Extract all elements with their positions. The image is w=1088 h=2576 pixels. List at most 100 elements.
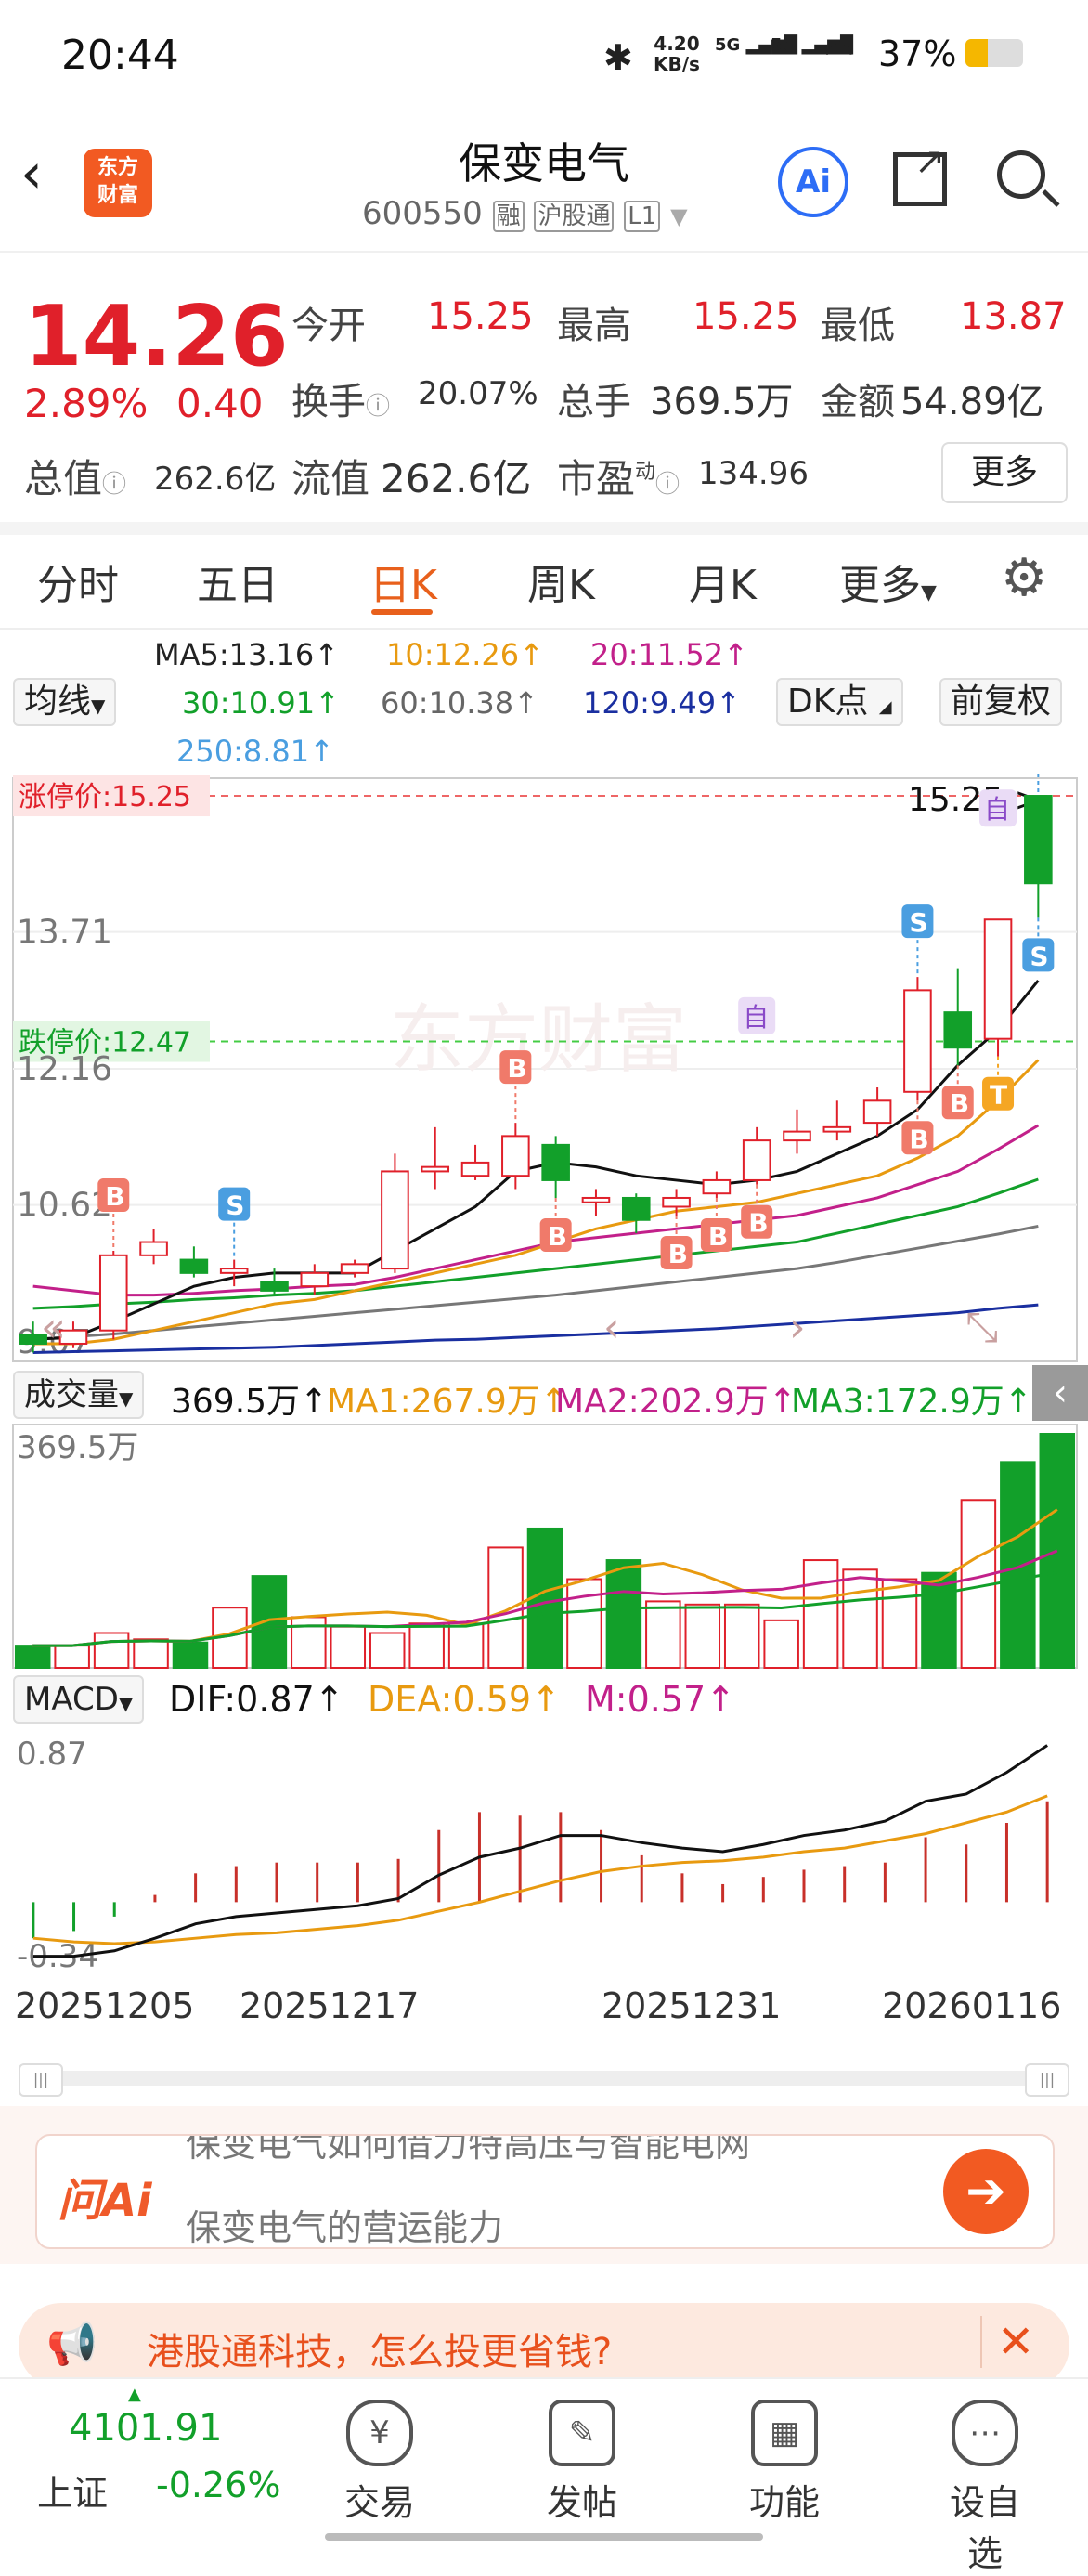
volume-bar: [566, 1578, 602, 1669]
turnover-value: 20.07%: [418, 375, 538, 412]
range-left-handle[interactable]: |||: [19, 2063, 63, 2097]
back-icon[interactable]: ‹: [20, 141, 43, 206]
low-value: 13.87: [960, 295, 1067, 338]
range-right-handle[interactable]: |||: [1025, 2063, 1069, 2097]
tab-intraday[interactable]: 分时: [37, 562, 119, 609]
volume-bar: [645, 1600, 681, 1669]
signal-marker-b: [539, 1217, 572, 1252]
volume-bar: [330, 1625, 367, 1670]
signal-marker-s: [1022, 938, 1055, 972]
ai-question-box[interactable]: 问Ai 保变电气如何借力特高压与智能电网 保变电气的营运能力 ➔: [35, 2134, 1055, 2249]
more-dots-icon: ⋯: [952, 2400, 1018, 2466]
candle-body: [19, 1334, 47, 1345]
candle-body: [983, 918, 1013, 1040]
signal-marker-text: T: [990, 1080, 1007, 1111]
more-quote-button[interactable]: 更多: [941, 442, 1068, 503]
promo-banner[interactable]: 📢 港股通科技，怎么投更省钱? ✕: [19, 2303, 1069, 2388]
volume-bar: [408, 1622, 445, 1669]
signal-marker-b: [741, 1204, 773, 1239]
limit-down-label: 跌停价:12.47: [19, 1027, 191, 1060]
candle-body: [460, 1161, 490, 1177]
volume-bar: [487, 1546, 524, 1669]
search-icon[interactable]: [997, 150, 1060, 208]
signal-marker-text: B: [708, 1221, 728, 1252]
volume-bar: [802, 1559, 839, 1669]
nav-add-watchlist[interactable]: ⋯ 设自选: [934, 2400, 1036, 2576]
macd-top-label: 0.87: [17, 1736, 87, 1773]
volume-ma1-label: MA1:267.9万↑: [327, 1383, 568, 1421]
volume-selector[interactable]: 成交量▼: [13, 1371, 145, 1419]
tab-weekly-k[interactable]: 周K: [527, 562, 595, 609]
pe-label[interactable]: 市盈动ⓘ: [557, 456, 680, 501]
stock-code-row[interactable]: 600550 融 沪股通 L1 ▼: [362, 195, 688, 232]
candle-body: [58, 1329, 88, 1345]
nav-functions[interactable]: ▦ 功能: [733, 2400, 835, 2525]
candle-body: [903, 989, 932, 1093]
ai-suggestion-1[interactable]: 保变电气如何借力特高压与智能电网: [186, 2136, 751, 2165]
chevron-down-icon: ▼: [670, 203, 688, 229]
signal-marker-text: B: [548, 1221, 567, 1252]
signal-marker-s: [901, 904, 934, 939]
volume-ma2-label: MA2:202.9万↑: [555, 1383, 797, 1421]
market-cap-label[interactable]: 总值ⓘ: [24, 456, 127, 501]
candle-body: [1024, 795, 1053, 885]
tab-daily-k[interactable]: 日K: [369, 562, 437, 609]
index-change[interactable]: -0.26%: [156, 2465, 281, 2505]
volume-bar: [605, 1559, 642, 1669]
index-name[interactable]: 上证: [37, 2473, 109, 2514]
index-caret-icon: ▲: [128, 2385, 141, 2404]
high-label: 最高: [557, 305, 631, 347]
limit-down-badge: [13, 1021, 210, 1062]
indicator-selector[interactable]: 均线▼: [13, 678, 117, 726]
tab-monthly-k[interactable]: 月K: [689, 562, 757, 609]
volume-ma3-label: MA3:172.9万↑: [791, 1383, 1032, 1421]
signal-icon-1: 5G ▂▄▆█: [715, 35, 797, 55]
macd-selector[interactable]: MACD▼: [13, 1675, 145, 1724]
open-label: 今开: [291, 305, 366, 347]
signal-marker-s: [218, 1187, 251, 1221]
share-icon[interactable]: ↗: [893, 140, 947, 206]
limit-up-label: 涨停价:15.25: [19, 781, 191, 813]
signal-marker-text: B: [748, 1208, 768, 1239]
date-label-1: 20251205: [15, 1985, 195, 2026]
network-speed: 4.20 KB/s: [654, 33, 700, 75]
self-select-badge: [979, 789, 1017, 827]
signal-marker-b: [660, 1236, 693, 1269]
ai-assistant-icon[interactable]: Ai: [778, 147, 848, 217]
eastmoney-logo[interactable]: 东方 财富: [84, 149, 152, 217]
margin-tag: 融: [492, 201, 525, 232]
ai-suggestion-2[interactable]: 保变电气的营运能力: [186, 2207, 504, 2247]
date-label-3: 20251231: [602, 1985, 782, 2026]
date-label-2: 20251217: [240, 1985, 420, 2026]
tab-five-day[interactable]: 五日: [197, 562, 278, 609]
chart-nav-control: ›: [789, 1304, 806, 1351]
candlestick-chart[interactable]: 东方财富 涨停价:15.25 跌停价:12.47 15.25 > 13.71 12.16 1…: [0, 773, 1088, 1367]
candle-body: [340, 1263, 369, 1274]
candle-body: [98, 1254, 128, 1332]
volume-bar: [251, 1575, 288, 1669]
nav-trade[interactable]: ¥ 交易: [329, 2400, 431, 2525]
active-tab-indicator: [371, 609, 433, 615]
ai-suggestion-ticker[interactable]: 保变电气如何借力特高压与智能电网 保变电气的营运能力: [186, 2136, 891, 2247]
ai-submit-arrow-icon[interactable]: ➔: [943, 2149, 1029, 2234]
ma10-line: [32, 1059, 1040, 1346]
stock-code: 600550: [362, 195, 483, 232]
turnover-label[interactable]: 换手ⓘ: [291, 381, 391, 423]
volume-ma-line: [32, 1570, 1058, 1647]
ma120-line: [32, 1303, 1039, 1354]
candle-body: [822, 1125, 852, 1133]
collapse-panel-icon[interactable]: ‹: [1032, 1365, 1088, 1421]
settings-gear-icon[interactable]: ⚙: [1001, 548, 1048, 608]
promo-text[interactable]: 港股通科技，怎么投更省钱?: [147, 2331, 613, 2374]
chart-range-scrollbar[interactable]: ||| |||: [19, 2063, 1069, 2097]
tab-more[interactable]: 更多▼: [839, 562, 937, 609]
candle-body: [541, 1143, 570, 1181]
ma10-label: 10:12.26↑: [386, 637, 544, 672]
index-value[interactable]: 4101.91: [69, 2407, 223, 2450]
close-promo-icon[interactable]: ✕: [980, 2316, 1034, 2368]
adjust-mode-selector[interactable]: 前复权: [939, 678, 1063, 726]
float-cap-label: 流值: [291, 456, 370, 501]
nav-post[interactable]: ✎ 发帖: [531, 2400, 633, 2525]
dk-point-selector[interactable]: DK点 ◢: [776, 678, 903, 726]
volume-bar: [881, 1578, 918, 1669]
